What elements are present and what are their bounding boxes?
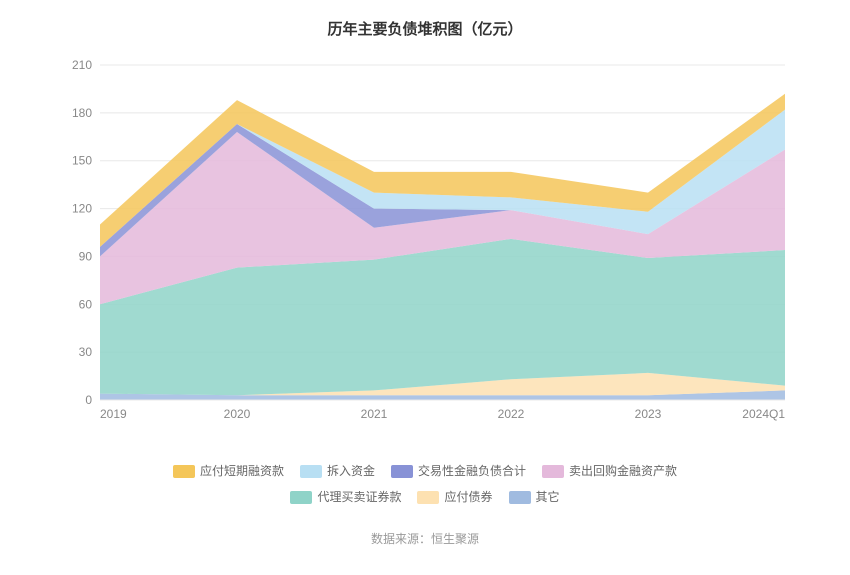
chart-legend: 应付短期融资款 拆入资金 交易性金融负债合计 卖出回购金融资产款代理买卖证券款 应付债券… [0,460,850,511]
svg-text:180: 180 [72,106,92,120]
legend-label: 其它 [536,486,560,509]
stacked-area-svg: 0 30 60 90 120 150 180 210 2019 2020 2021 2022 2023 2… [60,55,795,425]
legend-swatch [509,491,531,504]
chart-container: 历年主要负债堆积图（亿元） 0 30 60 90 120 150 180 210 2019 202… [0,0,850,575]
legend-label: 拆入资金 [327,460,375,483]
legend-item[interactable]: 应付短期融资款 [173,460,284,483]
chart-plot-area: 0 30 60 90 120 150 180 210 2019 2020 2021 2022 2023 2… [60,55,795,425]
legend-label: 应付债券 [444,486,492,509]
legend-swatch [542,465,564,478]
legend-item[interactable]: 拆入资金 [300,460,375,483]
svg-text:2021: 2021 [361,407,388,421]
svg-text:2024Q1: 2024Q1 [742,407,785,421]
svg-text:120: 120 [72,202,92,216]
legend-swatch [290,491,312,504]
chart-source: 数据来源：恒生聚源 [0,530,850,547]
legend-item[interactable]: 卖出回购金融资产款 [542,460,677,483]
legend-label: 卖出回购金融资产款 [569,460,677,483]
legend-row: 应付短期融资款 拆入资金 交易性金融负债合计 卖出回购金融资产款 [0,460,850,486]
chart-title: 历年主要负债堆积图（亿元） [0,0,850,39]
svg-text:60: 60 [79,297,93,311]
legend-label: 交易性金融负债合计 [418,460,526,483]
legend-swatch [300,465,322,478]
svg-text:210: 210 [72,58,92,72]
svg-text:90: 90 [79,249,93,263]
svg-text:0: 0 [85,393,92,407]
legend-item[interactable]: 其它 [509,486,560,509]
svg-text:2022: 2022 [498,407,525,421]
svg-text:2020: 2020 [224,407,251,421]
legend-label: 应付短期融资款 [200,460,284,483]
legend-label: 代理买卖证券款 [317,486,401,509]
svg-text:2019: 2019 [100,407,127,421]
svg-text:30: 30 [79,345,93,359]
svg-text:2023: 2023 [635,407,662,421]
legend-item[interactable]: 代理买卖证券款 [290,486,401,509]
legend-item[interactable]: 交易性金融负债合计 [391,460,526,483]
legend-swatch [391,465,413,478]
legend-row: 代理买卖证券款 应付债券 其它 [0,486,850,512]
legend-item[interactable]: 应付债券 [417,486,492,509]
legend-swatch [417,491,439,504]
legend-swatch [173,465,195,478]
svg-text:150: 150 [72,154,92,168]
